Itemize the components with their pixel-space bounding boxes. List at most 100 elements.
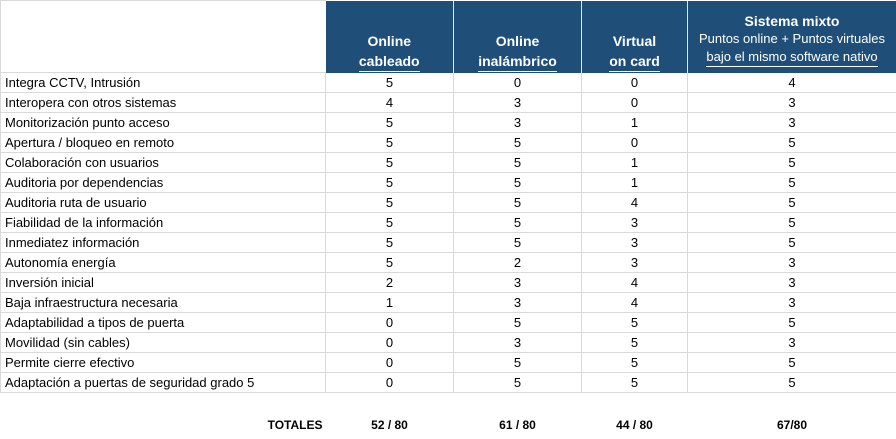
totals-label: TOTALES — [1, 411, 326, 439]
score-cell: 5 — [454, 213, 582, 233]
score-cell: 0 — [326, 353, 454, 373]
table-row: Adaptación a puertas de seguridad grado … — [1, 373, 896, 393]
score-cell: 3 — [454, 333, 582, 353]
total-value: 61 / 80 — [454, 411, 582, 439]
score-cell: 1 — [582, 153, 688, 173]
score-cell: 3 — [688, 293, 896, 313]
score-cell: 5 — [582, 353, 688, 373]
row-label: Adaptación a puertas de seguridad grado … — [1, 373, 326, 393]
row-label: Monitorización punto acceso — [1, 113, 326, 133]
score-cell: 1 — [582, 173, 688, 193]
score-cell: 0 — [326, 333, 454, 353]
score-cell: 0 — [454, 73, 582, 93]
score-cell: 3 — [582, 213, 688, 233]
score-cell: 2 — [326, 273, 454, 293]
header-row: Online cableado Online inalámbrico Virtu… — [1, 1, 896, 73]
score-cell: 5 — [582, 313, 688, 333]
score-cell: 5 — [454, 353, 582, 373]
score-cell: 5 — [326, 213, 454, 233]
spacer-cell — [326, 393, 454, 411]
score-cell: 3 — [688, 93, 896, 113]
score-cell: 3 — [582, 253, 688, 273]
score-cell: 5 — [326, 253, 454, 273]
row-label: Inmediatez información — [1, 233, 326, 253]
spacer-cell — [454, 393, 582, 411]
score-cell: 5 — [688, 173, 896, 193]
score-cell: 5 — [326, 233, 454, 253]
score-cell: 3 — [688, 333, 896, 353]
score-cell: 3 — [688, 273, 896, 293]
row-label: Baja infraestructura necesaria — [1, 293, 326, 313]
score-cell: 2 — [454, 253, 582, 273]
row-label: Autonomía energía — [1, 253, 326, 273]
score-cell: 0 — [582, 93, 688, 113]
row-label: Inversión inicial — [1, 273, 326, 293]
score-cell: 3 — [454, 293, 582, 313]
score-cell: 4 — [688, 73, 896, 93]
score-cell: 1 — [326, 293, 454, 313]
header-sistema-mixto-title: Sistema mixto — [688, 12, 896, 30]
score-cell: 5 — [688, 353, 896, 373]
total-value: 52 / 80 — [326, 411, 454, 439]
row-label: Interopera con otros sistemas — [1, 93, 326, 113]
header-sistema-mixto-line2: Puntos online + Puntos virtuales — [688, 30, 896, 48]
score-cell: 5 — [582, 373, 688, 393]
score-cell: 5 — [326, 193, 454, 213]
header-sistema-mixto-line3: bajo el mismo software nativo — [706, 48, 877, 67]
header-sistema-mixto: Sistema mixto Puntos online + Puntos vir… — [688, 1, 896, 73]
row-label: Apertura / bloqueo en remoto — [1, 133, 326, 153]
score-cell: 5 — [454, 133, 582, 153]
score-cell: 0 — [582, 133, 688, 153]
score-cell: 5 — [688, 313, 896, 333]
header-virtual-on-card-line2: on card — [609, 51, 660, 72]
score-cell: 4 — [582, 193, 688, 213]
score-cell: 5 — [454, 153, 582, 173]
score-cell: 0 — [582, 73, 688, 93]
header-online-inalambrico: Online inalámbrico — [454, 1, 582, 73]
total-value: 44 / 80 — [582, 411, 688, 439]
score-cell: 0 — [326, 313, 454, 333]
total-value: 67/80 — [688, 411, 896, 439]
row-label: Auditoria por dependencias — [1, 173, 326, 193]
spacer-cell — [1, 393, 326, 411]
row-label: Permite cierre efectivo — [1, 353, 326, 373]
score-cell: 5 — [326, 73, 454, 93]
score-cell: 3 — [688, 253, 896, 273]
row-label: Auditoria ruta de usuario — [1, 193, 326, 213]
score-cell: 3 — [688, 113, 896, 133]
score-cell: 5 — [454, 233, 582, 253]
score-cell: 0 — [326, 373, 454, 393]
score-cell: 5 — [454, 373, 582, 393]
score-cell: 5 — [454, 313, 582, 333]
score-cell: 5 — [454, 173, 582, 193]
spacer-row — [1, 393, 896, 411]
score-cell: 4 — [582, 273, 688, 293]
row-label: Fiabilidad de la información — [1, 213, 326, 233]
header-online-cableado: Online cableado — [326, 1, 454, 73]
score-cell: 5 — [688, 213, 896, 233]
row-label: Adaptabilidad a tipos de puerta — [1, 313, 326, 333]
score-cell: 5 — [688, 133, 896, 153]
score-cell: 4 — [326, 93, 454, 113]
header-virtual-on-card: Virtual on card — [582, 1, 688, 73]
header-blank-cell — [1, 1, 326, 73]
score-cell: 3 — [582, 233, 688, 253]
score-cell: 5 — [326, 173, 454, 193]
score-cell: 5 — [688, 373, 896, 393]
score-cell: 5 — [454, 193, 582, 213]
